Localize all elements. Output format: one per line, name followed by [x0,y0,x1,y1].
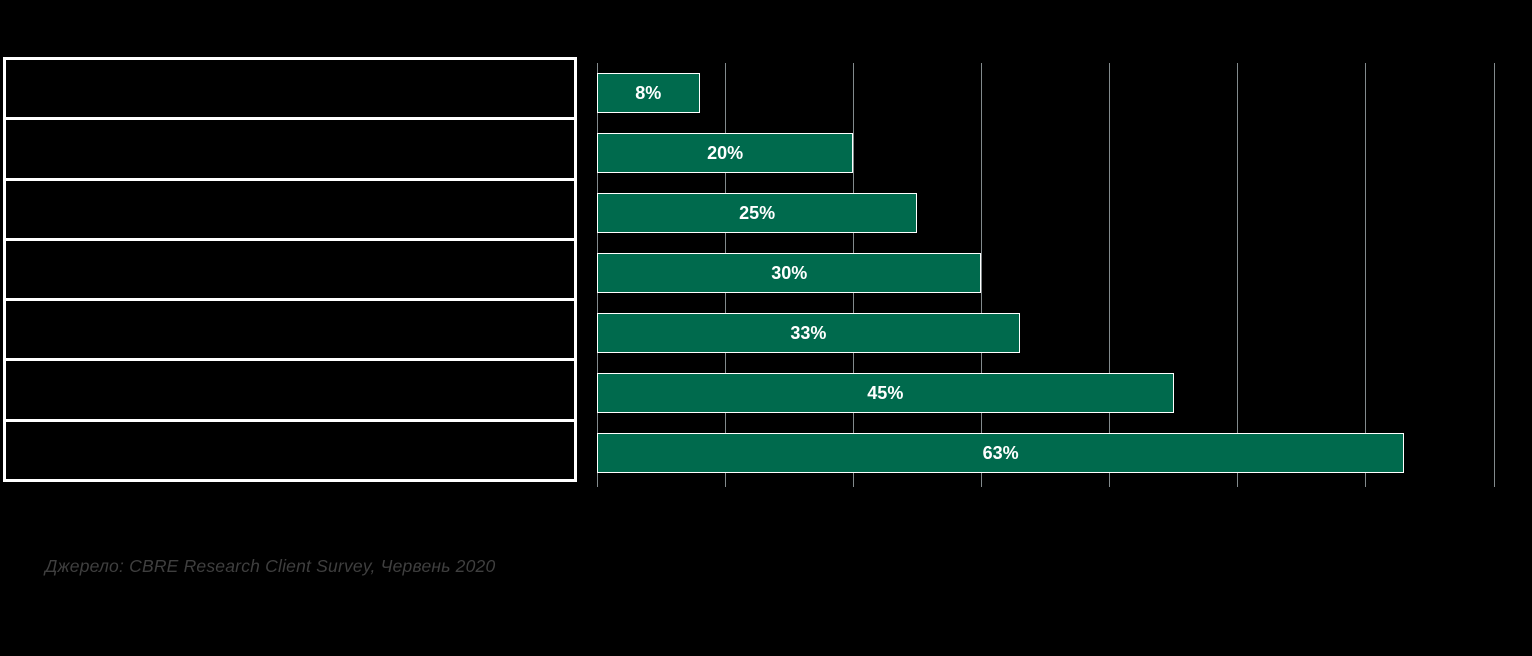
category-label-box [3,117,577,181]
category-label-box [3,298,577,362]
gridline [1237,63,1239,487]
category-label-box [3,57,577,121]
bar-value-label: 45% [867,383,904,403]
bar-value-label: 25% [739,203,776,223]
bar-value-label: 63% [982,443,1019,463]
bar: 25% [597,193,918,233]
source-note: Джерело: CBRE Research Client Survey, Че… [45,556,496,576]
bar: 63% [597,433,1405,473]
bar: 45% [597,373,1174,413]
bar-value-label: 20% [707,143,744,163]
plot-area: 8% 20% 25% 30% 33% 45% 63% [596,63,1495,487]
category-label-box [3,418,577,482]
bar-value-label: 30% [771,263,808,283]
bar: 20% [597,133,854,173]
category-label-column [3,57,577,482]
bar: 30% [597,253,982,293]
gridline [1365,63,1367,487]
gridline [980,63,982,487]
bar: 33% [597,313,1020,353]
category-label-box [3,358,577,422]
gridline [1493,63,1495,487]
bar: 8% [597,73,700,113]
bar-value-label: 8% [635,83,662,103]
category-label-box [3,177,577,241]
gridline [1109,63,1111,487]
bar-value-label: 33% [790,323,827,343]
category-label-box [3,237,577,302]
